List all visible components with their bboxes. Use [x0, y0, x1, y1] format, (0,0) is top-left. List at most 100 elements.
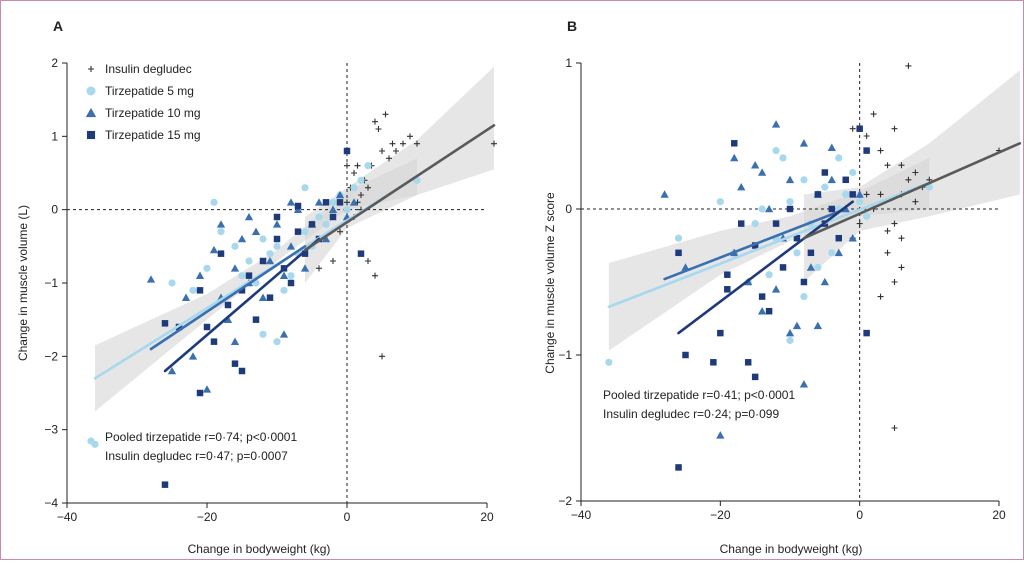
stats-line-1: Pooled tirzepatide r=0·41; p<0·0001	[603, 388, 795, 402]
data-point-square	[849, 191, 856, 198]
data-point-plus	[316, 265, 322, 272]
x-tick-label: 0	[344, 510, 351, 524]
data-point-triangle	[785, 175, 795, 184]
data-point-triangle	[293, 205, 303, 213]
data-point-triangle	[799, 139, 809, 147]
fit-line	[607, 181, 931, 309]
data-point-triangle	[799, 380, 809, 388]
fit-line	[663, 207, 848, 281]
data-point-square	[724, 271, 731, 278]
data-point-triangle	[209, 245, 219, 254]
data-point-square	[744, 359, 752, 366]
legend-label-tz10: Tirzepatide 10 mg	[105, 106, 201, 120]
data-point-square	[751, 373, 759, 381]
data-point-circle	[231, 242, 239, 250]
data-point-plus	[354, 162, 361, 169]
data-point-square	[196, 287, 204, 294]
fit-line	[149, 245, 307, 351]
data-point-square	[161, 481, 169, 488]
data-point-circle	[674, 234, 683, 242]
data-point-plus	[912, 169, 919, 176]
fit-line	[677, 200, 855, 335]
data-point-square	[828, 205, 836, 213]
data-point-square	[765, 307, 773, 315]
data-point-circle	[364, 162, 372, 170]
data-point-square	[203, 323, 211, 331]
data-point-plus	[905, 62, 912, 69]
data-point-circle	[821, 183, 829, 191]
data-point-circle	[168, 279, 176, 287]
data-point-square	[294, 202, 302, 210]
data-point-square	[856, 125, 863, 132]
data-point-square	[710, 359, 717, 366]
data-point-plus	[372, 272, 378, 279]
data-point-triangle	[757, 307, 767, 315]
data-point-square	[161, 320, 169, 327]
data-point-square	[273, 235, 281, 243]
fit-line	[163, 237, 321, 373]
stats-line-2: Insulin degludec r=0·24; p=0·099	[603, 407, 779, 421]
data-point-circle	[793, 249, 801, 257]
data-point-circle	[814, 263, 822, 271]
y-tick-label: −1	[558, 348, 572, 362]
data-point-plus	[382, 111, 389, 118]
data-point-square	[800, 278, 808, 286]
panel-label: A	[53, 18, 63, 34]
data-point-plus	[912, 198, 919, 205]
data-point-triangle	[230, 337, 240, 345]
x-tick-label: 20	[480, 510, 494, 524]
data-point-plus	[891, 279, 898, 285]
data-point-triangle	[167, 366, 177, 375]
data-point-triangle	[813, 321, 823, 330]
data-point-circle	[779, 154, 787, 162]
data-point-plus	[877, 191, 884, 198]
data-point-circle	[863, 212, 871, 220]
data-point-triangle	[230, 264, 240, 272]
data-point-plus	[849, 125, 856, 132]
data-point-plus	[884, 162, 891, 169]
data-point-plus	[898, 264, 905, 271]
confidence-band	[803, 70, 1020, 282]
data-point-square	[717, 329, 724, 337]
data-point-plus	[856, 220, 863, 227]
stats-line-1: Pooled tirzepatide r=0·74; p<0·0001	[105, 430, 297, 444]
data-point-square	[287, 279, 295, 287]
panel-b: B −40 −20 0 20 1 0 −1 −2 Change in bodyweight (…	[543, 18, 1022, 556]
data-point-square	[772, 220, 780, 227]
data-point-circle	[357, 176, 365, 184]
x-tick-label: −40	[571, 508, 592, 522]
data-point-square	[231, 360, 239, 367]
y-tick-label: 0	[565, 202, 572, 216]
plot-layer: −40 −20 0 20 1 0 −1 −2	[558, 56, 1022, 522]
data-point-square	[301, 250, 309, 257]
data-point-circle	[189, 286, 197, 294]
data-point-square	[308, 221, 316, 228]
data-point-triangle	[181, 293, 191, 301]
data-point-circle	[301, 228, 309, 236]
data-point-square	[336, 199, 344, 206]
data-point-plus	[891, 220, 898, 227]
data-point-square	[793, 234, 801, 242]
data-point-triangle	[258, 293, 268, 301]
data-point-triangle	[771, 285, 781, 293]
data-point-plus	[379, 148, 385, 154]
legend-label-tz5: Tirzepatide 5 mg	[105, 84, 194, 98]
data-point-triangle	[335, 190, 345, 199]
data-point-triangle	[827, 175, 836, 184]
data-point-square	[273, 213, 281, 221]
data-point-square	[245, 272, 253, 279]
data-point-square	[343, 147, 351, 155]
data-point-circle	[245, 257, 253, 265]
data-point-triangle	[827, 143, 836, 151]
data-point-plus	[386, 155, 392, 162]
data-point-plus	[491, 140, 497, 147]
data-point-circle	[266, 250, 274, 258]
data-point-triangle	[764, 204, 774, 213]
data-point-square	[814, 191, 822, 198]
data-point-square	[196, 389, 204, 397]
data-point-triangle	[195, 271, 205, 279]
y-axis-label: Change in muscle volume (L)	[16, 205, 30, 361]
panel-a: A −40 −20 0 20 2 1 0 −1 −2 −3 −4 Change in bodywei…	[16, 18, 497, 556]
